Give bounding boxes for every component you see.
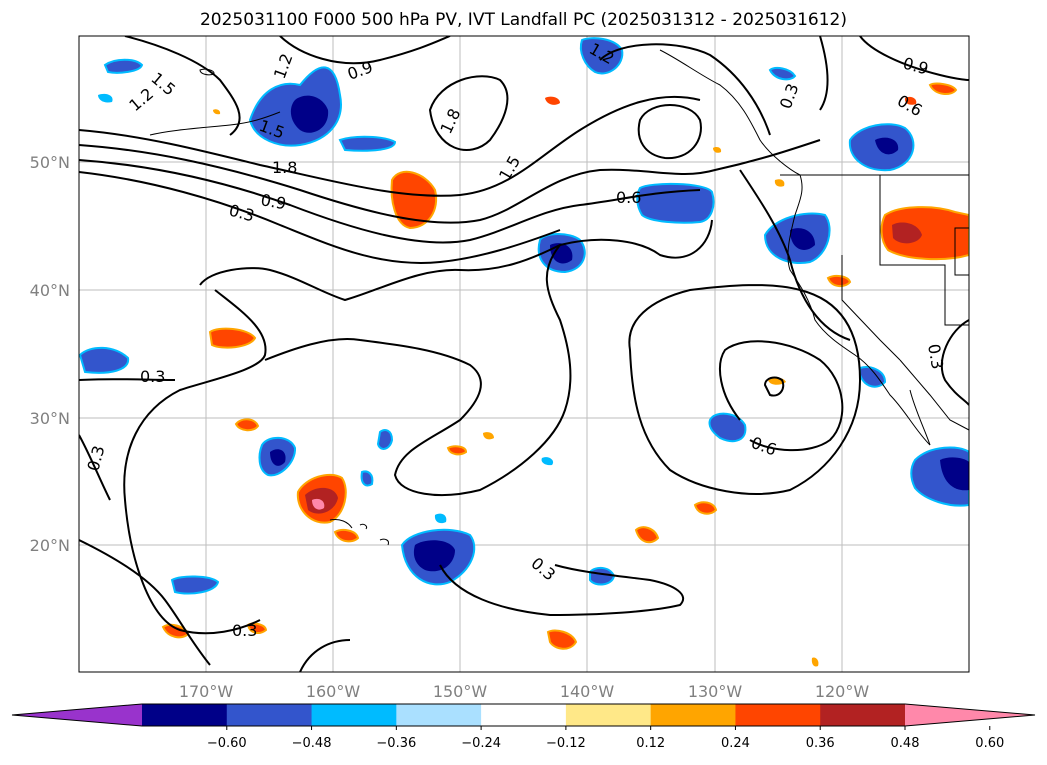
longitude-labels: 170°W 160°W 150°W 140°W 130°W 120°W [179, 682, 870, 701]
colorbar-extend-high [905, 704, 1035, 726]
contour-label: 0.3 [232, 621, 257, 640]
colorbar-tick-label: −0.36 [376, 736, 416, 751]
lon-label: 140°W [560, 682, 615, 701]
colorbar-tick-label: −0.60 [207, 736, 247, 751]
lon-label: 130°W [688, 682, 743, 701]
colorbar-outline [11, 703, 1036, 727]
pv-contours [79, 36, 969, 672]
lat-label: 40°N [30, 281, 70, 300]
colorbar-swatch [565, 704, 652, 726]
contour-label: 1.8 [272, 158, 297, 177]
colorbar-tick-label: −0.48 [292, 736, 332, 751]
colorbar-tick-label: 0.24 [721, 736, 750, 751]
lon-label: 120°W [815, 682, 870, 701]
colorbar-swatch [226, 704, 313, 726]
colorbar-swatch [481, 704, 567, 726]
colorbar-swatch [396, 704, 482, 726]
colorbar-swatch [142, 704, 228, 726]
contour-label: 0.9 [259, 190, 287, 213]
colorbar-tick-label: 0.36 [806, 736, 835, 751]
colorbar-extend-low [12, 704, 142, 726]
colorbar-tick-label: −0.24 [461, 736, 501, 751]
lon-label: 150°W [433, 682, 488, 701]
colorbar-swatch [735, 704, 821, 726]
colorbar-swatch [311, 704, 397, 726]
lat-label: 20°N [30, 536, 70, 555]
positive-shading [161, 82, 969, 667]
colorbar-tick-label: 0.60 [975, 736, 1004, 751]
map-border [78, 35, 970, 673]
contour-label: 0.3 [924, 342, 947, 370]
map-title: 2025031100 F000 500 hPa PV, IVT Landfall… [199, 10, 847, 30]
latitude-labels: 50°N 40°N 30°N 20°N [30, 153, 70, 555]
lat-label: 50°N [30, 153, 70, 172]
lon-label: 170°W [179, 682, 234, 701]
colorbar-tick-label: 0.12 [636, 736, 665, 751]
contour-label: 0.3 [140, 367, 165, 386]
colorbar-swatch [820, 704, 906, 726]
map-frame [79, 36, 969, 672]
colorbar-tick-label: −0.12 [546, 736, 586, 751]
colorbar: −0.60 −0.48 −0.36 −0.24 −0.12 0.12 0.24 0.36 0.4… [11, 703, 1036, 751]
lon-label: 160°W [306, 682, 361, 701]
lat-label: 30°N [30, 409, 70, 428]
colorbar-swatch [650, 704, 736, 726]
coastlines [149, 49, 969, 546]
colorbar-tick-label: 0.48 [891, 736, 920, 751]
contour-label: 0.6 [616, 188, 641, 207]
